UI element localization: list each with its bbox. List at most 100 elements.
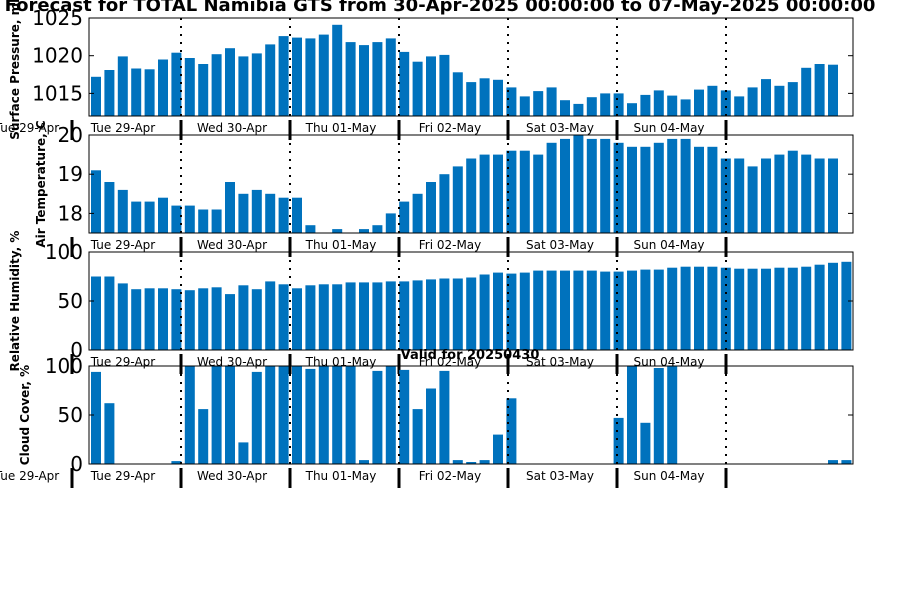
bar [131,68,142,116]
bar [761,79,771,116]
bar [265,193,276,233]
bar [506,87,517,116]
bar [761,158,771,233]
bar [104,403,115,464]
bar [452,166,463,233]
bar [359,282,369,350]
bar [828,262,838,350]
bar [251,189,262,233]
bar [519,150,530,233]
bar [251,289,262,350]
x-tick-label: Sun 04-May [633,469,704,483]
bar [171,205,182,233]
y-tick-label: 50 [58,289,83,313]
bar [653,368,664,464]
y-axis-label: Surface Pressure, mb [8,0,22,140]
bar [144,201,155,233]
bar [801,67,812,116]
bar [694,89,704,116]
bar [211,54,222,116]
bar [385,38,396,116]
y-axis-label: Air Temperature, C [34,120,48,248]
plot-frame [88,134,854,234]
bar [198,209,209,233]
y-tick-label: 50 [58,403,83,427]
y-tick-label: 1015 [32,81,83,105]
bar [426,56,436,116]
y-axis-label: Cloud Cover, % [18,365,32,465]
x-tick-label: Thu 01-May [305,469,377,483]
bar [533,91,544,116]
bar [399,201,410,233]
bar [318,284,329,350]
bar [774,267,785,350]
bar [452,72,463,116]
bar [211,209,222,233]
bar [372,42,383,116]
bar [158,59,168,116]
bar [91,371,101,464]
bar [640,146,651,233]
bar [104,276,115,350]
bar [345,282,356,350]
y-axis-label: Relative Humidity, % [8,231,22,372]
bar [573,270,584,350]
bar [359,229,369,233]
x-tick-label: Fri 02-May [419,121,482,135]
bar [91,276,101,350]
bar [734,268,745,350]
bar [680,99,691,116]
bar [278,36,289,116]
bar [747,87,758,116]
bar [694,146,704,233]
bar [332,229,343,233]
bar [91,76,101,116]
bar [91,170,101,233]
x-tick-label: Sat 03-May [526,469,594,483]
panel-2: 18 19 20 Air Temperature, C Tue 29-Apr Wed 30… [34,120,854,257]
bar [707,266,718,350]
bar [680,138,691,233]
bar [560,100,570,116]
bar [292,288,302,350]
bar [439,370,450,464]
bar [372,225,383,233]
x-tick-label: Fri 02-May [419,469,482,483]
x-tick-label: Tue 29-Apr [90,121,155,135]
x-tick-label: Sun 04-May [633,238,704,252]
bar [479,154,490,233]
bar [734,158,745,233]
bar [211,366,222,464]
bar [627,103,637,116]
y-tick-label: 18 [58,201,83,225]
bar [801,266,812,350]
bar [533,154,544,233]
x-tick-label: Tue 29-Apr [0,469,59,483]
bar [198,288,209,350]
bar [506,150,517,233]
bar [479,460,490,464]
bar [225,182,235,233]
bar [426,279,436,350]
bar [412,280,423,350]
bar [533,270,544,350]
bar [171,461,182,464]
bar [265,44,276,116]
bar [238,193,249,233]
bar [560,270,570,350]
bar [251,53,262,116]
bar [359,45,369,116]
bar [439,174,450,233]
bar [841,460,852,464]
bar [318,366,329,464]
bar [265,281,276,350]
bar [479,274,490,350]
bar [787,267,798,350]
bar [104,182,115,233]
bar [814,158,825,233]
bar [131,289,142,350]
bar [814,64,825,116]
bar [600,138,611,233]
